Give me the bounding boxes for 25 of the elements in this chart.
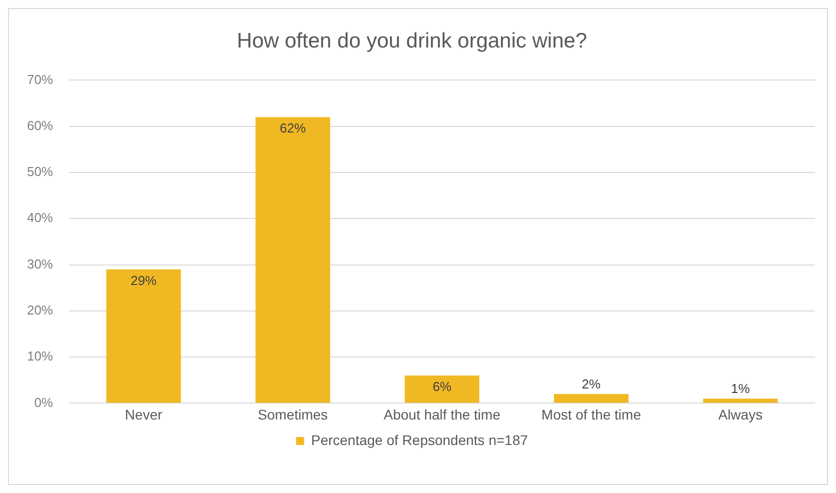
y-tick-label: 60% [26, 118, 54, 133]
x-tick-label: Most of the time [541, 406, 642, 422]
x-tick-label: About half the time [384, 406, 501, 422]
data-label: 62% [280, 120, 306, 136]
bar [554, 394, 628, 403]
bar [404, 376, 480, 403]
y-tick-label: 50% [26, 164, 54, 180]
legend-label: Percentage of Repsondents n=187 [311, 432, 528, 448]
data-label: 2% [582, 376, 602, 392]
y-tick-label: 40% [26, 210, 54, 226]
bar [106, 269, 181, 403]
y-tick-label: 10% [26, 348, 54, 364]
data-label: 1% [731, 381, 750, 396]
y-tick-label: 70% [26, 72, 54, 87]
y-tick-label: 30% [26, 256, 54, 272]
chart-title: How often do you drink organic wine? [236, 29, 588, 52]
x-tick-label: Sometimes [258, 406, 328, 422]
bar [256, 117, 330, 403]
y-tick-label: 20% [26, 302, 54, 318]
x-tick-label: Always [718, 406, 763, 422]
data-label: 29% [130, 272, 158, 288]
data-label: 6% [432, 379, 452, 394]
bar [703, 398, 778, 403]
x-tick-label: Never [124, 406, 163, 422]
y-tick-label: 0% [34, 394, 54, 410]
